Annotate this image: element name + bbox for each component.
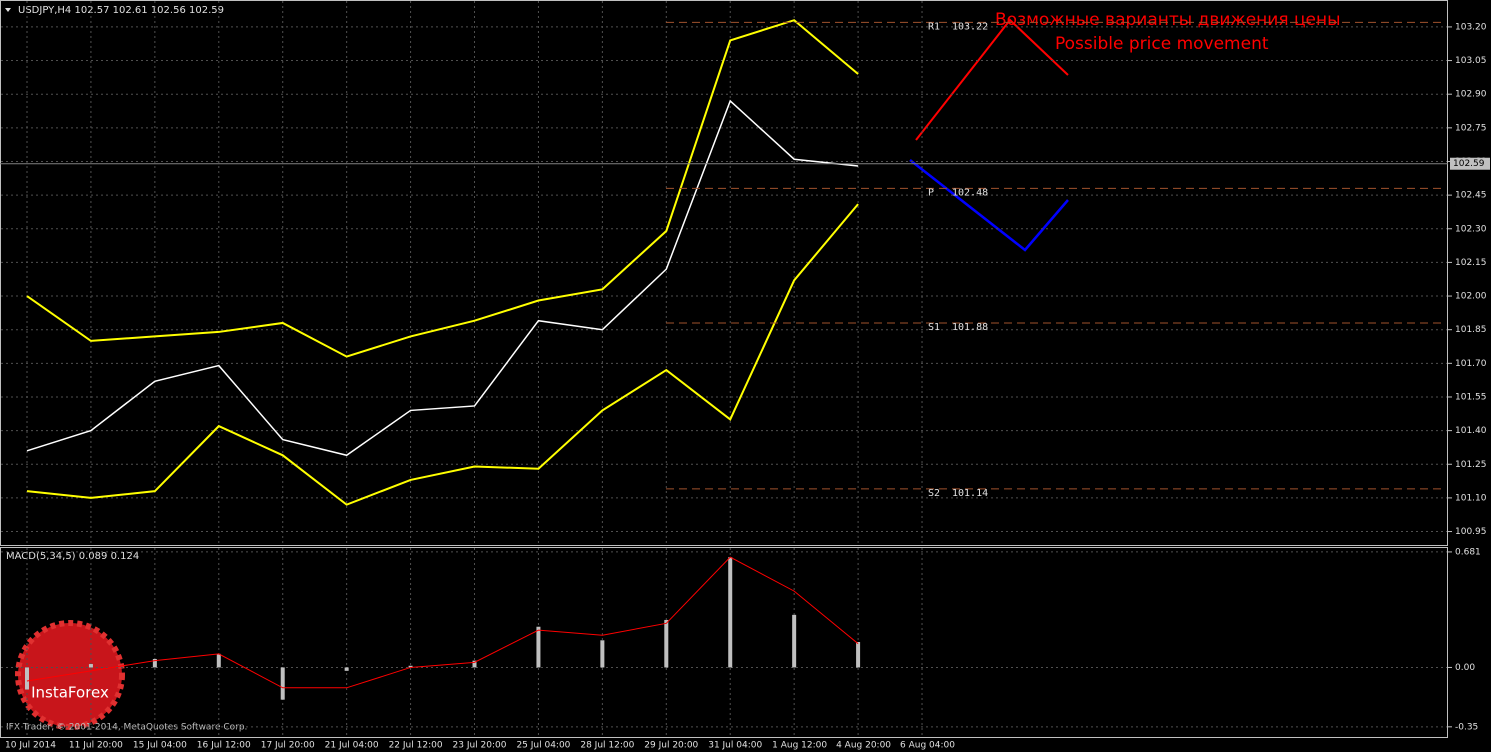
x-tick-label: 23 Jul 20:00 (453, 741, 507, 751)
pivot-value: 101.14 (952, 488, 988, 499)
y-tick-label: 0.00 (1455, 663, 1475, 673)
y-tick-label: 101.25 (1455, 460, 1487, 470)
pivot-value: 102.48 (952, 187, 988, 198)
macd-bar (728, 557, 733, 668)
macd-panel-frame (0, 547, 1448, 738)
macd-bar (216, 653, 221, 668)
macd-bar (280, 667, 285, 700)
y-tick-label: -0.35 (1455, 722, 1478, 732)
x-tick-label: 6 Aug 04:00 (900, 741, 955, 751)
y-tick-label: 102.15 (1455, 258, 1487, 268)
x-tick-label: 29 Jul 20:00 (644, 741, 698, 751)
x-tick-label: 25 Jul 04:00 (516, 741, 570, 751)
macd-bar (408, 665, 413, 668)
x-tick-label: 17 Jul 20:00 (261, 741, 315, 751)
macd-bar (856, 642, 861, 668)
pivot-name: P (928, 187, 934, 198)
y-tick-label: 100.95 (1455, 527, 1487, 537)
y-tick-label: 101.40 (1455, 426, 1487, 436)
macd-bar (25, 667, 29, 690)
main-panel-frame (0, 0, 1448, 546)
annotation-en: Possible price movement (1055, 34, 1269, 54)
current-price-box (1450, 157, 1490, 170)
x-tick-label: 1 Aug 12:00 (772, 741, 827, 751)
macd-bar (472, 660, 477, 668)
y-tick-label: 102.90 (1455, 90, 1487, 100)
forecast-down (909, 159, 1069, 252)
pivot-value: 101.88 (952, 322, 988, 333)
y-tick-label: 103.20 (1455, 22, 1487, 32)
y-tick-label: 102.00 (1455, 292, 1487, 302)
y-tick-label: 101.55 (1455, 392, 1487, 402)
logo: InstaForex (15, 620, 125, 730)
x-tick-label: 31 Jul 04:00 (708, 741, 762, 751)
x-tick-label: 15 Jul 04:00 (133, 741, 187, 751)
pivot-value: 103.22 (952, 21, 988, 32)
x-tick-label: 11 Jul 20:00 (69, 741, 123, 751)
macd-bar (536, 626, 541, 668)
x-tick-label: 28 Jul 12:00 (580, 741, 634, 751)
current-price-label: 102.59 (1453, 159, 1485, 169)
signal-line (26, 556, 859, 689)
logo-badge (15, 620, 125, 730)
annotation-ru: Возможные варианты движения цены (995, 10, 1341, 30)
y-tick-label: 102.75 (1455, 123, 1487, 133)
y-tick-label: 101.85 (1455, 325, 1487, 335)
copyright: IFX Trader, © 2001-2014, MetaQuotes Soft… (6, 723, 247, 733)
y-tick-label: 101.10 (1455, 493, 1487, 503)
price-line (26, 99, 859, 457)
macd-bar (792, 614, 797, 668)
pivot-name: S2 (928, 488, 940, 499)
y-tick-label: 102.45 (1455, 191, 1487, 201)
macd-bar (664, 619, 669, 668)
logo-text: InstaForex (31, 684, 109, 702)
x-tick-label: 4 Aug 20:00 (836, 741, 891, 751)
price-line (26, 203, 859, 506)
pivot-name: S1 (928, 322, 940, 333)
macd-bar (600, 640, 605, 668)
y-tick-label: 102.30 (1455, 224, 1487, 234)
x-tick-label: 22 Jul 12:00 (389, 741, 443, 751)
y-tick-label: 103.05 (1455, 56, 1487, 66)
macd-bar (152, 658, 157, 668)
y-tick-label: 101.70 (1455, 359, 1487, 369)
x-tick-label: 10 Jul 2014 (5, 741, 56, 751)
x-tick-label: 21 Jul 04:00 (325, 741, 379, 751)
chart-title: USDJPY,H4 102.57 102.61 102.56 102.59 (18, 5, 224, 16)
x-tick-label: 16 Jul 12:00 (197, 741, 251, 751)
forecast-up (915, 18, 1069, 141)
price-line (26, 19, 859, 358)
macd-bar (344, 667, 349, 671)
title-arrow (5, 8, 11, 12)
pivot-name: R1 (928, 21, 940, 32)
macd-title: MACD(5,34,5) 0.089 0.124 (6, 551, 139, 562)
y-tick-label: 0.681 (1455, 547, 1481, 557)
macd-bar (88, 664, 93, 668)
